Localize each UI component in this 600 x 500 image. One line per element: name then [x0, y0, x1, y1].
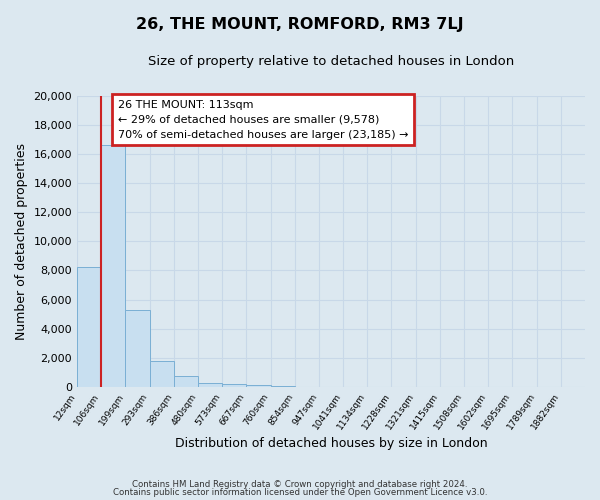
Text: Contains public sector information licensed under the Open Government Licence v3: Contains public sector information licen…	[113, 488, 487, 497]
Bar	[198, 383, 222, 387]
Bar	[174, 376, 198, 387]
Text: 26, THE MOUNT, ROMFORD, RM3 7LJ: 26, THE MOUNT, ROMFORD, RM3 7LJ	[136, 18, 464, 32]
Bar	[125, 310, 149, 387]
Bar	[149, 362, 174, 387]
Bar	[101, 145, 125, 387]
X-axis label: Distribution of detached houses by size in London: Distribution of detached houses by size …	[175, 437, 487, 450]
Y-axis label: Number of detached properties: Number of detached properties	[15, 142, 28, 340]
Text: 26 THE MOUNT: 113sqm
← 29% of detached houses are smaller (9,578)
70% of semi-de: 26 THE MOUNT: 113sqm ← 29% of detached h…	[118, 100, 408, 140]
Bar	[247, 386, 271, 387]
Title: Size of property relative to detached houses in London: Size of property relative to detached ho…	[148, 55, 514, 68]
Bar	[271, 386, 295, 387]
Text: Contains HM Land Registry data © Crown copyright and database right 2024.: Contains HM Land Registry data © Crown c…	[132, 480, 468, 489]
Bar	[222, 384, 247, 387]
Bar	[77, 268, 101, 387]
